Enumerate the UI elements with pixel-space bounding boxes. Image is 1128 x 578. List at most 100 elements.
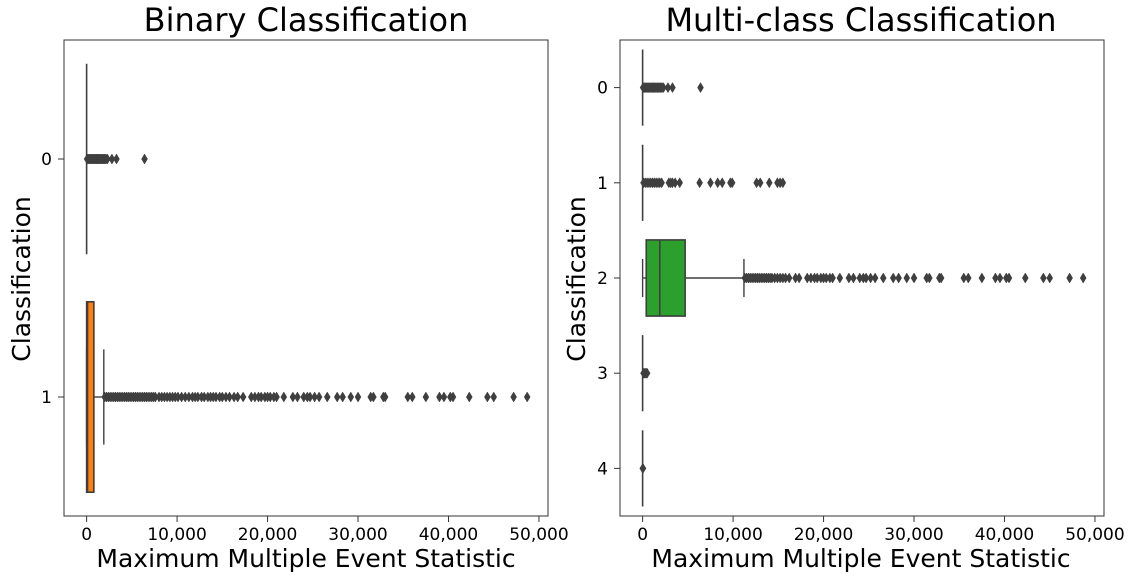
outlier-point (829, 272, 836, 284)
y-tick-label: 1 (597, 174, 608, 194)
box-group-1 (85, 300, 531, 493)
outlier-point (926, 272, 933, 284)
outlier-point (239, 391, 247, 403)
outlier-point (315, 391, 323, 403)
outlier-point (422, 391, 430, 403)
outlier-point (707, 177, 714, 189)
outlier-point (862, 272, 870, 284)
outlier-point (697, 82, 704, 94)
outlier-point (273, 391, 280, 403)
outlier-point (660, 82, 667, 94)
x-tick: 0 (637, 516, 648, 545)
x-tick: 0 (81, 516, 92, 545)
outlier-point (676, 177, 683, 189)
x-axis: 0 10,000 20,000 30,000 40,000 50,000 (81, 516, 569, 545)
plot-frame (63, 39, 549, 517)
outlier-point (867, 272, 874, 284)
outlier-point (381, 391, 389, 403)
box (85, 300, 95, 493)
y-tick: 2 (597, 269, 620, 289)
outlier-point (965, 272, 972, 284)
x-tick-label: 30,000 (328, 525, 387, 545)
outlier-point (311, 391, 318, 403)
outlier-point (658, 177, 665, 189)
x-tick-label: 50,000 (1065, 525, 1124, 545)
box (645, 239, 686, 317)
outlier-point (850, 272, 857, 284)
outlier-point (696, 177, 703, 189)
y-tick: 0 (41, 150, 64, 170)
y-tick: 3 (597, 364, 620, 384)
outlier-point (937, 272, 945, 284)
x-axis: 0 10,000 20,000 30,000 40,000 50,000 (637, 516, 1125, 545)
y-tick-label: 1 (41, 388, 52, 408)
x-tick: 40,000 (419, 516, 478, 545)
y-tick-label: 0 (41, 150, 52, 170)
outlier-point (289, 391, 297, 403)
outlier-point (280, 391, 288, 403)
x-tick: 40,000 (975, 516, 1034, 545)
outlier-point (714, 177, 721, 189)
outlier-point (669, 82, 676, 94)
outlier-point (104, 153, 111, 165)
outlier-point (436, 391, 443, 403)
y-axis-label: Classification (7, 196, 36, 361)
x-tick: 50,000 (1065, 516, 1125, 545)
box-group-0 (639, 49, 704, 126)
outlier-point (466, 391, 473, 403)
x-tick-label: 10,000 (147, 525, 206, 545)
x-tick-label: 0 (637, 525, 648, 545)
outlier-point (339, 391, 346, 403)
x-tick-label: 30,000 (884, 525, 943, 545)
outlier-point (779, 177, 787, 189)
box-group-2 (641, 239, 1087, 317)
x-tick-label: 50,000 (509, 525, 568, 545)
outlier-point (756, 177, 764, 189)
x-tick: 10,000 (703, 516, 763, 545)
outlier-point (226, 391, 233, 403)
y-tick-label: 2 (597, 269, 608, 289)
outlier-point (795, 272, 803, 284)
x-tick: 10,000 (147, 516, 207, 545)
outlier-point (440, 391, 448, 403)
outlier-point (664, 82, 672, 94)
x-tick: 30,000 (328, 516, 388, 545)
outlier-point (895, 272, 902, 284)
outlier-point (836, 272, 844, 284)
outlier-point (845, 272, 853, 284)
outlier-point (718, 177, 726, 189)
outlier-point (234, 391, 241, 403)
y-tick: 1 (597, 174, 620, 194)
outlier-point (1079, 272, 1087, 284)
y-axis: 01 (41, 150, 64, 408)
outlier-point (785, 272, 793, 284)
x-tick-label: 0 (81, 525, 92, 545)
outlier-point (871, 272, 879, 284)
panel-binary-classification: Binary Classification Maximum Multiple E… (7, 1, 569, 573)
x-tick: 50,000 (509, 516, 569, 545)
x-axis-label: Maximum Multiple Event Statistic (96, 544, 515, 573)
outlier-point (347, 391, 355, 403)
panel-title: Multi-class Classification (665, 1, 1056, 39)
outlier-point (449, 391, 457, 403)
x-tick-label: 40,000 (419, 525, 478, 545)
x-tick-label: 40,000 (975, 525, 1034, 545)
x-tick-label: 10,000 (703, 525, 762, 545)
outlier-point (404, 391, 412, 403)
y-tick-label: 4 (597, 459, 608, 479)
outlier-point (323, 391, 331, 403)
panel-title: Binary Classification (144, 1, 469, 39)
box-group-0 (83, 63, 148, 255)
outlier-point (903, 272, 911, 284)
outlier-point (141, 153, 148, 165)
plot-area (83, 63, 531, 493)
outlier-point (643, 367, 651, 379)
outlier-point (728, 177, 736, 189)
outlier-point (1005, 272, 1013, 284)
outlier-point (370, 391, 377, 403)
outlier-point (1040, 272, 1047, 284)
outlier-point (490, 391, 498, 403)
y-axis-label: Classification (562, 196, 591, 361)
outlier-point (409, 391, 416, 403)
